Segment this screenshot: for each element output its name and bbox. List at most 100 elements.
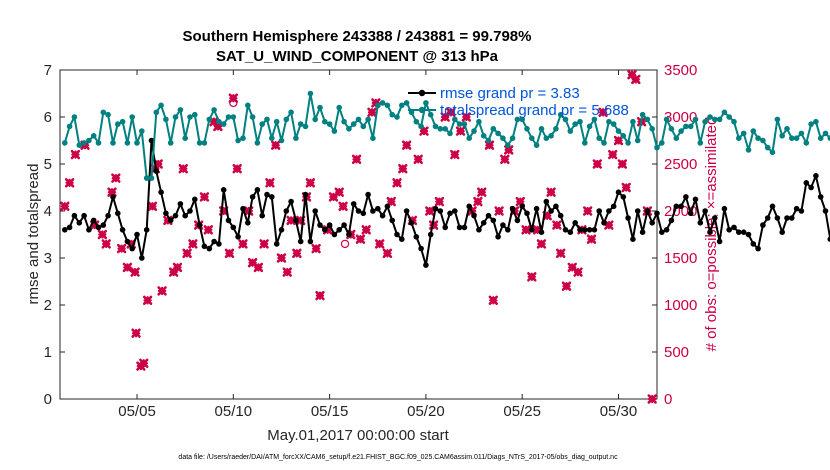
rmse-point: [254, 187, 261, 193]
totalspread-point: [490, 126, 497, 132]
obs-assimilated-marker: [613, 135, 624, 146]
rmse-point: [110, 194, 116, 200]
rmse-point: [505, 227, 511, 233]
rmse-point: [495, 234, 501, 240]
rmse-point: [687, 210, 694, 217]
y2-tick-label: 1500: [664, 250, 697, 267]
rmse-point: [283, 208, 290, 214]
rmse-point: [288, 198, 294, 205]
totalspread-point: [659, 140, 665, 146]
totalspread-point: [86, 137, 92, 144]
totalspread-point: [803, 140, 810, 146]
rmse-point: [606, 208, 612, 214]
obs-assimilated-marker: [147, 201, 158, 211]
obs-assimilated-marker: [425, 206, 435, 216]
rmse-point: [355, 208, 362, 214]
totalspread-point: [177, 107, 184, 113]
rmse-point: [721, 205, 728, 212]
rmse-point: [803, 180, 810, 186]
obs-assimilated-marker: [130, 267, 140, 277]
totalspread-point: [182, 135, 188, 141]
totalspread-point: [553, 126, 559, 132]
chart-title: Southern Hemisphere 243388 / 243881 = 99…: [183, 28, 532, 45]
y2-tick-label: 1000: [664, 297, 697, 314]
totalspread-point: [225, 114, 232, 120]
totalspread-point: [567, 128, 574, 134]
rmse-point: [707, 229, 713, 235]
rmse-point: [167, 217, 174, 224]
rmse-point: [365, 191, 371, 198]
y2-tick-label: 500: [664, 344, 689, 361]
rmse-point: [259, 212, 266, 219]
obs-assimilated-marker: [413, 154, 423, 164]
rmse-point: [230, 224, 237, 231]
totalspread-point: [471, 128, 477, 134]
rmse-point: [408, 220, 415, 226]
series-totalspread: [62, 90, 830, 181]
obs-assimilated-marker: [461, 112, 472, 122]
legend-totalspread-label: totalspread grand pr = 5.688: [440, 102, 629, 119]
obs-assimilated-marker: [494, 206, 504, 216]
totalspread-point: [71, 114, 78, 120]
totalspread-point: [750, 128, 757, 134]
totalspread-point: [630, 118, 636, 125]
rmse-point: [784, 215, 790, 221]
rmse-point: [119, 227, 126, 233]
legend: rmse grand pr = 3.83 totalspread grand p…: [408, 85, 629, 119]
totalspread-point: [427, 111, 434, 118]
rmse-point: [557, 212, 564, 219]
totalspread-point: [610, 121, 617, 127]
y-tick-label: 1: [44, 344, 52, 361]
rmse-point: [562, 227, 569, 233]
totalspread-point: [423, 100, 429, 106]
rmse-point: [630, 236, 636, 242]
rmse-point: [596, 208, 602, 214]
series-rmse: [62, 137, 830, 268]
rmse-point: [461, 224, 468, 231]
rmse-point: [105, 212, 111, 219]
totalspread-point: [360, 123, 367, 130]
obs-assimilated-marker: [434, 196, 445, 207]
rmse-point: [394, 231, 400, 238]
rmse-point: [129, 245, 135, 252]
obs-assimilated-marker: [265, 178, 275, 188]
totalspread-point: [167, 140, 174, 146]
totalspread-point: [736, 135, 742, 141]
rmse-point: [789, 215, 795, 221]
totalspread-point: [668, 126, 675, 132]
rmse-point: [139, 255, 145, 261]
y2-tick-label: 3500: [664, 62, 697, 79]
rmse-point: [548, 208, 554, 214]
rmse-point: [211, 238, 217, 245]
rmse-point: [196, 222, 203, 228]
rmse-point: [341, 222, 347, 228]
rmse-point: [76, 220, 83, 226]
totalspread-point: [307, 90, 314, 97]
rmse-point: [187, 208, 193, 214]
rmse-point: [673, 203, 680, 210]
rmse-point: [610, 203, 617, 210]
totalspread-point: [644, 116, 651, 123]
rmse-point: [485, 212, 492, 219]
rmse-point: [586, 227, 593, 233]
rmse-point: [519, 203, 525, 210]
totalspread-point: [355, 116, 362, 123]
totalspread-point: [158, 102, 164, 109]
totalspread-point: [533, 142, 540, 148]
obs-assimilated-marker: [608, 149, 618, 160]
y-tick-label: 7: [44, 62, 52, 79]
totalspread-point: [379, 100, 386, 106]
totalspread-point: [230, 114, 237, 120]
rmse-point: [712, 215, 718, 221]
y2-tick-label: 2500: [664, 156, 697, 173]
rmse-point: [615, 189, 622, 195]
totalspread-point: [687, 123, 694, 130]
rmse-point: [533, 205, 540, 212]
totalspread-point: [779, 133, 785, 139]
obs-assimilated-marker: [527, 272, 537, 282]
rmse-point: [543, 198, 550, 205]
rmse-point: [423, 262, 429, 268]
rmse-point: [124, 238, 131, 245]
rmse-point: [659, 229, 665, 235]
rmse-point: [172, 212, 179, 219]
